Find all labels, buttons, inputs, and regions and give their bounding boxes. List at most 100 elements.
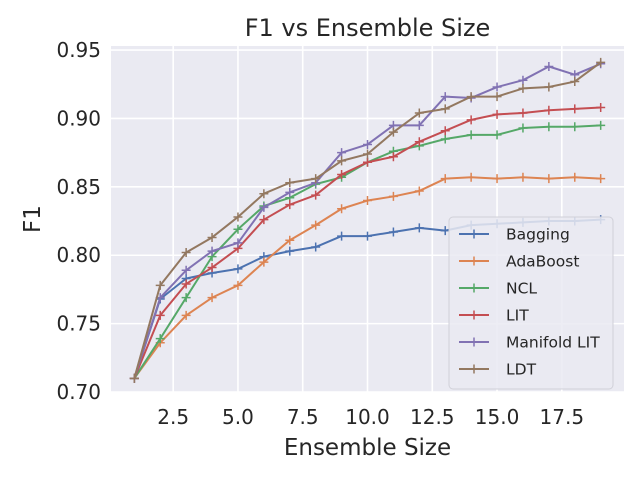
data-point [233, 224, 243, 234]
data-point [492, 174, 502, 184]
legend-label: NCL [506, 280, 537, 298]
legend-marker [469, 310, 479, 320]
legend-label: LIT [506, 307, 529, 325]
data-point [233, 212, 243, 222]
y-tick-label: 0.85 [56, 175, 101, 199]
x-tick-label: 10.0 [345, 405, 390, 429]
data-point [596, 57, 606, 67]
data-point [285, 178, 295, 188]
data-point [259, 189, 269, 199]
data-point [544, 62, 554, 72]
data-point [414, 137, 424, 147]
x-tick-label: 12.5 [410, 405, 455, 429]
data-point [388, 191, 398, 201]
data-point [570, 172, 580, 182]
data-point [337, 148, 347, 158]
data-point [518, 172, 528, 182]
x-tick-label: 7.5 [287, 405, 319, 429]
data-point [181, 310, 191, 320]
data-point [233, 264, 243, 274]
data-point [466, 130, 476, 140]
y-tick-label: 0.75 [56, 312, 101, 336]
legend-label: AdaBoost [506, 253, 579, 271]
data-point [388, 227, 398, 237]
y-tick-label: 0.90 [56, 106, 101, 130]
data-point [596, 103, 606, 113]
data-point [181, 279, 191, 289]
data-point [155, 310, 165, 320]
legend-marker [469, 337, 479, 347]
y-tick-label: 0.80 [56, 243, 101, 267]
data-point [596, 120, 606, 130]
data-point [544, 174, 554, 184]
data-point [155, 280, 165, 290]
legend-marker [469, 283, 479, 293]
legend-label: LDT [506, 361, 537, 379]
data-point [492, 82, 502, 92]
data-point [596, 174, 606, 184]
data-point [544, 105, 554, 115]
data-point [207, 246, 217, 256]
x-tick-label: 2.5 [157, 405, 189, 429]
data-point [181, 265, 191, 275]
legend-box [448, 216, 614, 390]
legend-marker [469, 364, 479, 374]
data-point [440, 92, 450, 102]
data-point [518, 108, 528, 118]
data-point [440, 226, 450, 236]
data-point [181, 293, 191, 303]
data-point [337, 204, 347, 214]
data-point [414, 186, 424, 196]
data-point [285, 187, 295, 197]
x-tick-label: 5.0 [222, 405, 254, 429]
y-axis-label: F1 [20, 205, 46, 233]
data-point [311, 190, 321, 200]
legend-label: Bagging [506, 226, 570, 244]
data-point [518, 83, 528, 93]
data-point [337, 231, 347, 241]
data-point [440, 174, 450, 184]
data-point [440, 134, 450, 144]
x-tick-label: 17.5 [540, 405, 585, 429]
data-point [518, 75, 528, 85]
data-point [492, 92, 502, 102]
data-point [544, 82, 554, 92]
data-point [311, 242, 321, 252]
data-point [233, 280, 243, 290]
data-point [233, 238, 243, 248]
data-point [207, 293, 217, 303]
data-point [337, 156, 347, 166]
data-point [285, 235, 295, 245]
data-point [570, 122, 580, 132]
y-tick-label: 0.70 [56, 380, 101, 404]
data-point [311, 220, 321, 230]
data-point [466, 115, 476, 125]
data-point [363, 139, 372, 149]
data-point [570, 104, 580, 114]
data-point [311, 174, 321, 184]
data-point [492, 130, 502, 140]
data-point [363, 149, 372, 159]
data-point [337, 170, 347, 180]
data-point [518, 123, 528, 133]
data-point [259, 202, 269, 212]
data-point [414, 108, 424, 118]
data-point [440, 104, 450, 114]
x-tick-label: 15.0 [475, 405, 520, 429]
data-point [285, 246, 295, 256]
data-point [207, 232, 217, 242]
data-point [285, 200, 295, 210]
data-point [466, 172, 476, 182]
data-point [129, 373, 139, 383]
data-point [414, 120, 424, 130]
data-point [388, 127, 398, 137]
data-point [363, 157, 372, 167]
data-point [414, 223, 424, 233]
data-point [492, 109, 502, 119]
data-point [544, 122, 554, 132]
chart-title: F1 vs Ensemble Size [245, 14, 491, 42]
data-point [259, 257, 269, 267]
data-point [363, 231, 372, 241]
